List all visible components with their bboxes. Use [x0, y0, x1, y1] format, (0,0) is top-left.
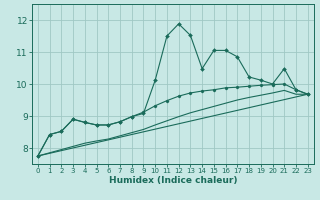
X-axis label: Humidex (Indice chaleur): Humidex (Indice chaleur)	[108, 176, 237, 185]
